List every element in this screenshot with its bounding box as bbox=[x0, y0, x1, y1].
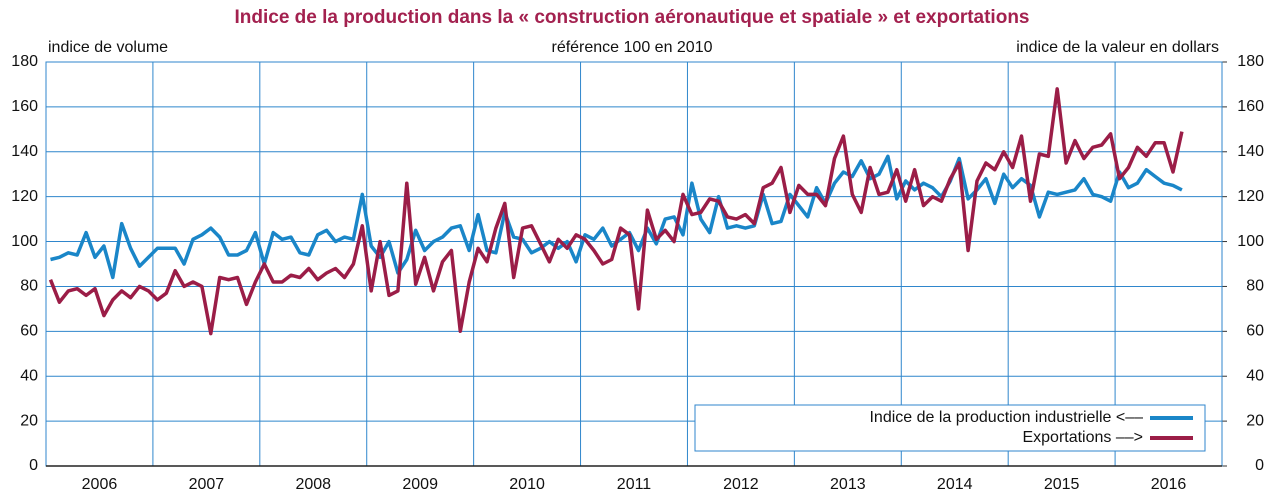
y-tick-label: 180 bbox=[11, 53, 38, 70]
x-tick-label: 2015 bbox=[1044, 476, 1080, 493]
y2-axis-label: indice de la valeur en dollars bbox=[1016, 39, 1219, 56]
y2-tick-label: 100 bbox=[1237, 233, 1264, 250]
chart-title: Indice de la production dans la « constr… bbox=[235, 7, 1030, 28]
y-tick-label: 160 bbox=[11, 98, 38, 115]
y2-tick-label: 120 bbox=[1237, 188, 1264, 205]
y-axis-label: indice de volume bbox=[48, 39, 168, 56]
legend-box bbox=[694, 404, 1206, 452]
y2-tick-label: 40 bbox=[1246, 367, 1264, 384]
y-tick-label: 0 bbox=[29, 457, 38, 474]
legend-label: Indice de la production industrielle <–– bbox=[869, 409, 1143, 426]
x-tick-label: 2011 bbox=[617, 476, 652, 493]
y-tick-label: 60 bbox=[20, 323, 38, 340]
y2-tick-label: 160 bbox=[1237, 98, 1264, 115]
y2-tick-label: 20 bbox=[1246, 412, 1264, 429]
x-tick-label: 2006 bbox=[82, 476, 118, 493]
y-tick-label: 120 bbox=[11, 188, 38, 205]
x-tick-label: 2016 bbox=[1151, 476, 1187, 493]
x-tick-label: 2014 bbox=[937, 476, 973, 493]
y-tick-label: 140 bbox=[11, 143, 38, 160]
legend-label: Exportations ––> bbox=[1022, 429, 1143, 446]
y-tick-label: 40 bbox=[20, 367, 38, 384]
x-tick-label: 2010 bbox=[509, 476, 545, 493]
x-tick-label: 2007 bbox=[189, 476, 225, 493]
y2-tick-label: 0 bbox=[1255, 457, 1264, 474]
y-tick-label: 20 bbox=[20, 412, 38, 429]
subtitle: référence 100 en 2010 bbox=[551, 39, 712, 56]
y2-tick-label: 80 bbox=[1246, 278, 1264, 295]
series-line bbox=[50, 154, 1183, 280]
x-tick-label: 2013 bbox=[830, 476, 866, 493]
x-tick-label: 2008 bbox=[295, 476, 331, 493]
y-tick-label: 100 bbox=[11, 233, 38, 250]
y2-tick-label: 60 bbox=[1246, 323, 1264, 340]
series-line bbox=[48, 87, 1184, 336]
y-tick-label: 80 bbox=[20, 278, 38, 295]
y2-tick-label: 180 bbox=[1237, 53, 1264, 70]
x-tick-label: 2012 bbox=[723, 476, 759, 493]
y2-tick-label: 140 bbox=[1237, 143, 1264, 160]
x-tick-label: 2009 bbox=[402, 476, 438, 493]
